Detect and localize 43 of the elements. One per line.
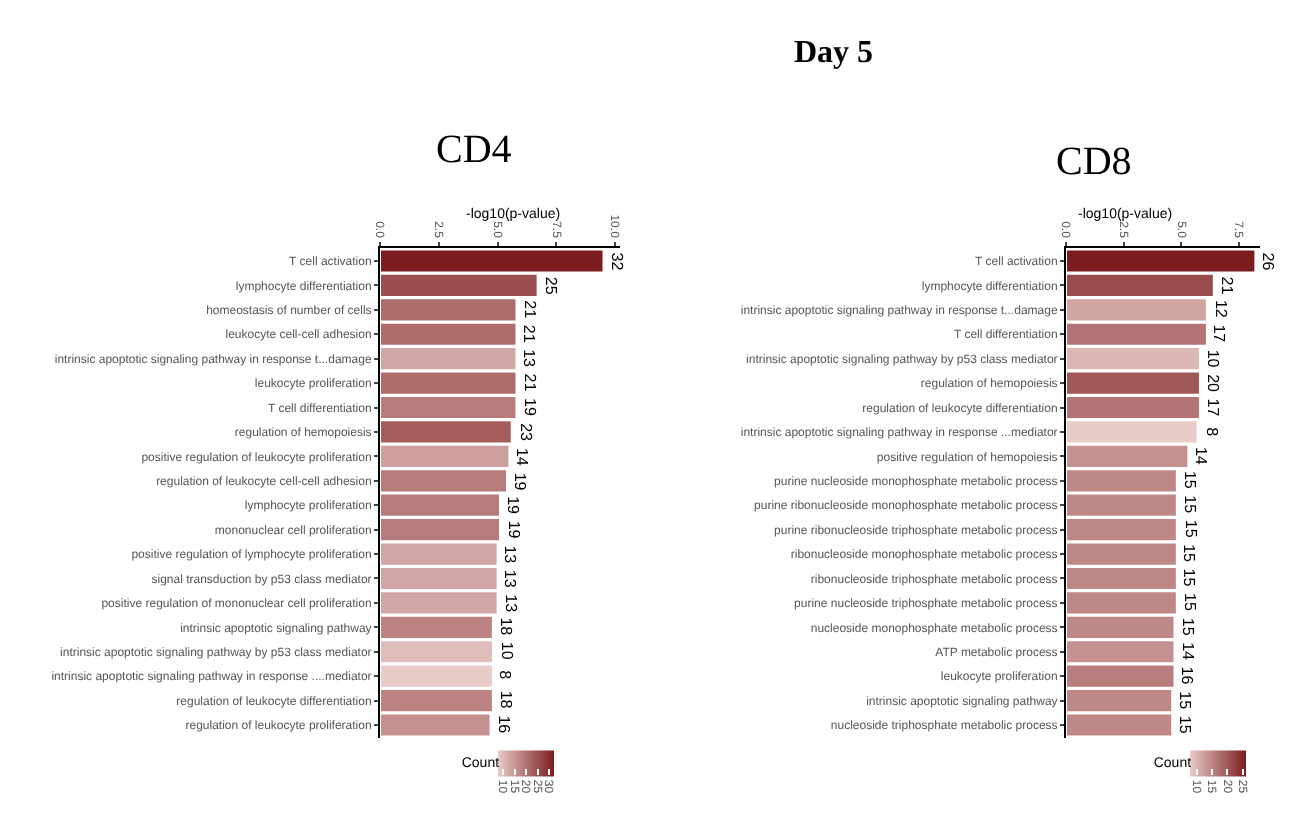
annotation: 25	[542, 276, 561, 296]
annotation: 15	[1181, 519, 1200, 539]
annotation: 14	[1179, 642, 1198, 662]
annotation: 12	[1211, 299, 1230, 319]
annotation: 21	[519, 324, 538, 344]
annotation: 13	[501, 594, 520, 614]
annotation: 15	[1176, 715, 1195, 735]
annotation: 21	[1218, 276, 1237, 296]
annotation: 23	[516, 423, 535, 443]
annotation: 19	[504, 496, 523, 516]
annotation: 19	[510, 472, 529, 492]
annotation: 21	[520, 373, 539, 393]
chart-title: CD8	[1056, 140, 1132, 184]
annotation: 17	[1204, 398, 1223, 418]
annotation: 8	[1202, 427, 1221, 438]
annotation: 10	[1203, 349, 1222, 369]
annotation: 13	[501, 569, 520, 589]
annotation: 16	[1177, 666, 1196, 686]
annotation: 32	[607, 252, 626, 272]
annotation: 14	[1191, 446, 1210, 466]
annotation: 20	[1204, 374, 1223, 394]
annotation: 15	[1180, 568, 1199, 588]
annotation: 18	[497, 617, 516, 637]
annotation: 21	[521, 300, 540, 320]
annotation: 13	[520, 349, 539, 369]
annotation: 15	[1180, 593, 1199, 612]
chart-title: CD4	[436, 128, 512, 172]
annotation: 18	[496, 690, 515, 710]
annotation: 19	[521, 398, 539, 417]
annotation: 14	[512, 447, 531, 467]
annotation: 13	[500, 545, 519, 565]
annotation: 15	[1175, 691, 1194, 711]
annotation: 17	[1210, 324, 1229, 344]
annotation: 15	[1179, 544, 1198, 564]
annotation: 8	[496, 670, 515, 681]
annotation: 26	[1259, 252, 1278, 272]
annotation: 16	[494, 715, 513, 735]
annotation: 15	[1180, 470, 1199, 490]
annotation: 15	[1181, 495, 1200, 515]
text: Day 5	[794, 36, 874, 70]
annotation: 10	[497, 641, 516, 661]
annotation: 19	[504, 520, 523, 540]
annotation: 15	[1178, 617, 1197, 637]
